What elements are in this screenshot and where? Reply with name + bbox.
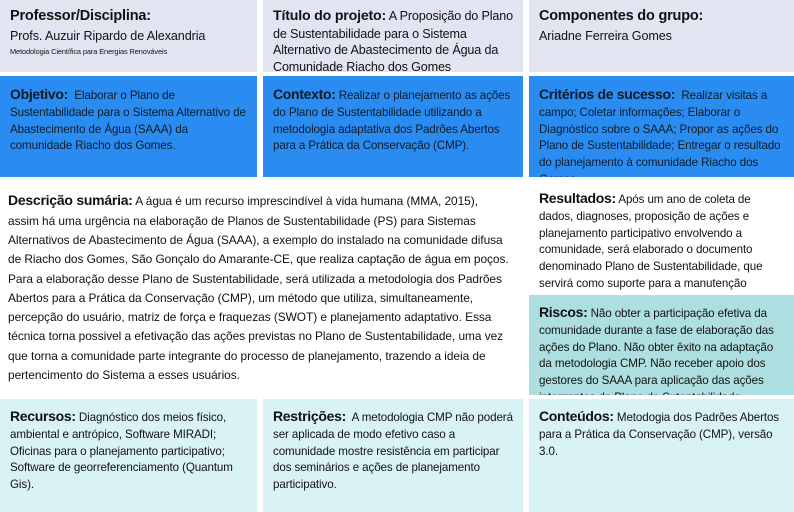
conteudos-block: Conteúdos: Metodogia dos Padrões Abertos… xyxy=(539,406,784,460)
project-title-text: A Proposição do Plano de Sustentabilidad… xyxy=(273,9,513,72)
descricao-label: Descrição sumária: xyxy=(8,192,133,208)
contexto-block: Contexto: Realizar o planejamento as açõ… xyxy=(273,84,513,155)
restricoes-block: Restrições: A metodologia CMP não poderá… xyxy=(273,406,513,494)
project-title-block: Título do projeto: A Proposição do Plano… xyxy=(273,7,513,72)
riscos-label: Riscos: xyxy=(539,304,588,320)
panel-componentes-grupo: Componentes do grupo: Ariadne Ferreira G… xyxy=(529,0,794,72)
panel-conteudos: Conteúdos: Metodogia dos Padrões Abertos… xyxy=(529,399,794,512)
group-members: Ariadne Ferreira Gomes xyxy=(539,29,672,44)
contexto-text: Realizar o planejamento as ações do Plan… xyxy=(273,89,511,153)
criterios-text: Realizar visitas a campo; Coletar inform… xyxy=(539,89,781,177)
restricoes-label: Restrições: xyxy=(273,408,346,424)
resultados-text: Após um ano de coleta de dados, diagnose… xyxy=(539,193,763,290)
resultados-label: Resultados: xyxy=(539,190,616,206)
professor-name: Profs. Auzuir Ripardo de Alexandria xyxy=(10,29,206,44)
panel-restricoes: Restrições: A metodologia CMP não poderá… xyxy=(263,399,523,512)
panel-riscos: Riscos: Não obter a participação efetiva… xyxy=(529,295,794,395)
project-title-label: Título do projeto: xyxy=(273,8,387,24)
panel-descricao-sumaria: Descrição sumária: A água é um recurso i… xyxy=(0,181,523,395)
group-heading: Componentes do grupo: xyxy=(539,8,704,24)
restricoes-text: A metodologia CMP não poderá ser aplicad… xyxy=(273,411,513,492)
recursos-label: Recursos: xyxy=(10,408,76,424)
conteudos-label: Conteúdos: xyxy=(539,408,614,424)
panel-resultados: Resultados: Após um ano de coleta de dad… xyxy=(529,181,794,291)
criterios-label: Critérios de sucesso: xyxy=(539,86,676,102)
panel-titulo-projeto: Título do projeto: A Proposição do Plano… xyxy=(263,0,523,72)
professor-discipline: Metodologia Científica para Energias Ren… xyxy=(10,47,168,57)
recursos-block: Recursos: Diagnóstico dos meios físico, … xyxy=(10,406,247,494)
panel-criterios-sucesso: Critérios de sucesso: Realizar visitas a… xyxy=(529,76,794,177)
contexto-label: Contexto: xyxy=(273,86,336,102)
descricao-block: Descrição sumária: A água é um recurso i… xyxy=(8,189,511,385)
panel-contexto: Contexto: Realizar o planejamento as açõ… xyxy=(263,76,523,177)
panel-professor-disciplina: Professor/Disciplina: Profs. Auzuir Ripa… xyxy=(0,0,257,72)
objetivo-block: Objetivo: Elaborar o Plano de Sustentabi… xyxy=(10,84,247,155)
objetivo-label: Objetivo: xyxy=(10,86,68,102)
riscos-text: Não obter a participação efetiva da comu… xyxy=(539,307,774,395)
riscos-block: Riscos: Não obter a participação efetiva… xyxy=(539,302,784,395)
objetivo-text: Elaborar o Plano de Sustentabilidade par… xyxy=(10,89,246,153)
panel-recursos: Recursos: Diagnóstico dos meios físico, … xyxy=(0,399,257,512)
recursos-text: Diagnóstico dos meios físico, ambiental … xyxy=(10,411,233,492)
conteudos-text: Metodogia dos Padrões Abertos para a Prá… xyxy=(539,411,780,458)
criterios-block: Critérios de sucesso: Realizar visitas a… xyxy=(539,84,784,177)
resultados-block: Resultados: Após um ano de coleta de dad… xyxy=(539,188,784,291)
professor-heading: Professor/Disciplina: xyxy=(10,8,151,24)
descricao-text: A água é um recurso imprescindível à vid… xyxy=(8,194,509,382)
panel-objetivo: Objetivo: Elaborar o Plano de Sustentabi… xyxy=(0,76,257,177)
